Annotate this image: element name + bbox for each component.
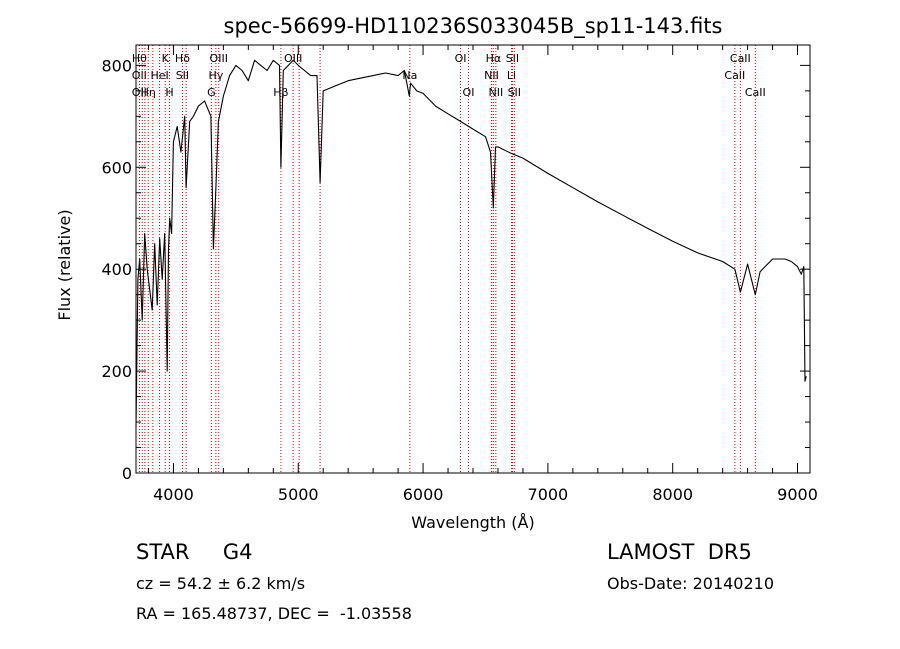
line-marker-label: NII (484, 69, 499, 82)
line-marker-label: Hγ (208, 69, 223, 82)
line-marker-label: CaII (724, 69, 745, 82)
line-marker-label: OIII (284, 52, 302, 65)
chart-title: spec-56699-HD110236S033045B_sp11-143.fit… (224, 14, 723, 39)
line-markers: HθOIIOIIHηHeIKHHδSIIGHγOIIIHβOIIINaOIOIN… (132, 45, 766, 473)
line-marker-label: HeI (150, 69, 168, 82)
line-marker-label: SII (176, 69, 189, 82)
x-tick-label: 4000 (153, 485, 194, 504)
line-marker-label: NII (488, 86, 503, 99)
plot-frame (135, 44, 811, 474)
line-marker-label: SII (508, 86, 521, 99)
line-marker-label: Hα (486, 52, 502, 65)
line-marker-label: G (207, 86, 216, 99)
y-axis-label: Flux (relative) (55, 209, 74, 320)
x-tick-label: 5000 (278, 485, 319, 504)
x-axis: 4000 5000 6000 7000 8000 9000 (147, 45, 818, 504)
line-marker-label: K (162, 52, 170, 65)
spectrum-line-0 (135, 59, 807, 428)
survey-release: LAMOST DR5 (607, 540, 752, 564)
line-marker-label: CaII (730, 52, 751, 65)
x-tick-label: 7000 (528, 485, 569, 504)
line-marker-label: Hβ (273, 86, 288, 99)
line-marker-label: CaII (745, 86, 766, 99)
y-tick-label: 600 (101, 158, 132, 177)
x-axis-label: Wavelength (Å) (411, 513, 534, 532)
line-marker-label: SII (506, 52, 519, 65)
redshift-cz: cz = 54.2 ± 6.2 km/s (136, 574, 306, 593)
line-marker-label: OIII (210, 52, 228, 65)
line-marker-label: H (165, 86, 173, 99)
y-tick-label: 400 (101, 260, 132, 279)
y-tick-label: 800 (101, 56, 132, 75)
line-marker-label: OI (455, 52, 467, 65)
y-axis: 0 200 400 600 800 (101, 56, 810, 483)
x-tick-label: 6000 (403, 485, 444, 504)
y-tick-label: 0 (122, 464, 132, 483)
ra-dec: RA = 165.48737, DEC = -1.03558 (136, 604, 412, 623)
line-marker-label: Hδ (175, 52, 190, 65)
line-marker-label: OI (463, 86, 475, 99)
x-tick-label: 9000 (777, 485, 818, 504)
spectrum-series (135, 59, 807, 428)
y-tick-label: 200 (101, 362, 132, 381)
x-tick-label: 8000 (652, 485, 693, 504)
line-marker-label: Hη (141, 86, 156, 99)
observation-date: Obs-Date: 20140210 (607, 574, 775, 593)
line-marker-label: Li (507, 69, 516, 82)
spectral-class: STAR G4 (136, 540, 253, 564)
